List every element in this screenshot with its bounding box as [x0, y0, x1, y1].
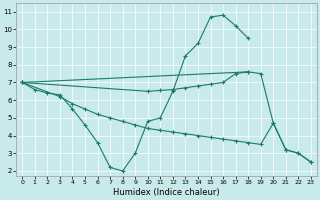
X-axis label: Humidex (Indice chaleur): Humidex (Indice chaleur) [113, 188, 220, 197]
